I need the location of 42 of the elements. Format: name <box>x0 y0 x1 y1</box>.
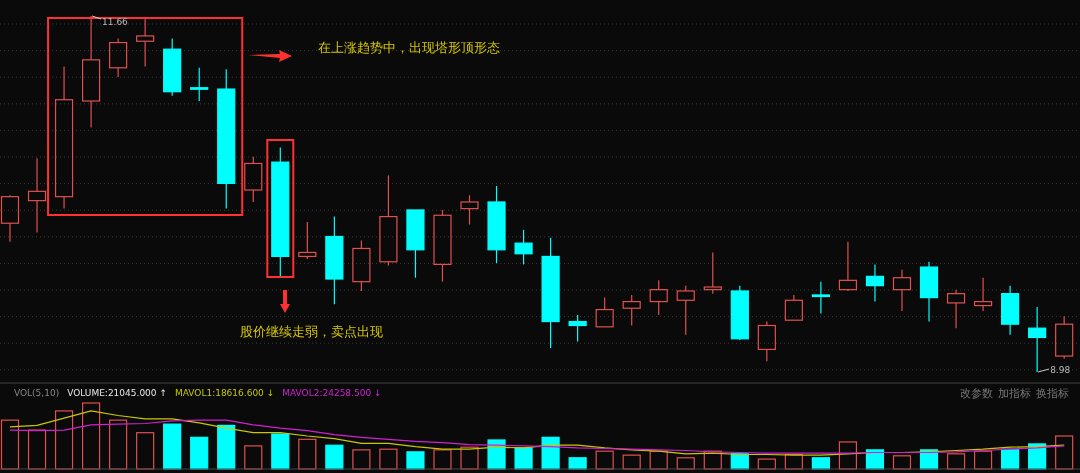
bar <box>406 451 425 470</box>
bar <box>190 436 209 470</box>
bar <box>163 423 182 470</box>
bar <box>27 429 47 470</box>
bar <box>54 410 74 470</box>
candlestick <box>1001 285 1020 336</box>
candlestick <box>838 241 858 291</box>
bar <box>541 436 560 470</box>
chart-title: VOL(5,10) <box>14 388 60 398</box>
bar <box>487 439 506 470</box>
text: MAVOL2:24258.500 ↓ <box>282 388 382 398</box>
bar <box>271 433 290 470</box>
candlestick <box>109 37 128 78</box>
text: MAVOL1:18616.600 ↓ <box>174 388 275 398</box>
annotation: 8.98 <box>1050 365 1071 375</box>
candlestick <box>81 15 101 129</box>
bar <box>109 419 128 470</box>
candlestick <box>541 237 560 349</box>
candlestick <box>946 289 966 329</box>
candlestick <box>811 281 830 315</box>
candlestick <box>892 269 912 312</box>
candlestick <box>27 157 47 234</box>
candlestick <box>54 65 74 210</box>
annotation: 11.66 <box>102 17 129 27</box>
text: 换指标 <box>1036 387 1069 400</box>
candlestick <box>217 68 236 210</box>
bar <box>568 457 587 470</box>
candlestick <box>973 277 993 312</box>
bar <box>514 447 533 470</box>
bar <box>325 444 344 470</box>
bar <box>81 402 101 470</box>
annotation: 在上涨趋势中，出现塔形顶形态 <box>318 40 500 55</box>
series-label: VOLUME:21045.000 ↑ <box>67 388 167 398</box>
candlestick <box>919 261 939 323</box>
candlestick <box>865 263 885 303</box>
bar <box>217 424 236 470</box>
bar <box>0 419 20 470</box>
annotation: 股价继续走弱，卖点出现 <box>240 324 383 339</box>
candlestick <box>325 215 344 305</box>
text: 改参数 <box>960 387 993 400</box>
candlestick <box>0 196 20 243</box>
text: 加指标 <box>998 387 1031 400</box>
